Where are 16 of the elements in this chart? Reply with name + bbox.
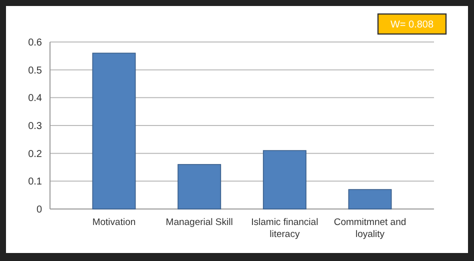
- x-tick-label: Commitmnet and loyality: [334, 217, 406, 240]
- bar: [178, 164, 222, 210]
- bar: [262, 150, 306, 210]
- y-tick-label: 0.6: [28, 38, 42, 48]
- bar: [348, 189, 392, 210]
- bar: [92, 52, 136, 210]
- x-tick-label: Motivation: [92, 217, 136, 228]
- x-tick-label: Managerial Skill: [166, 217, 233, 228]
- x-tick-label: Islamic financial literacy: [251, 217, 318, 240]
- y-tick-label: 0.5: [28, 65, 42, 76]
- y-tick-label: 0: [36, 204, 42, 216]
- text: W= 0.808: [390, 20, 434, 30]
- y-tick-label: 0.2: [28, 148, 42, 160]
- y-tick-label: 0.1: [28, 176, 42, 188]
- y-tick-label: 0.4: [28, 93, 42, 104]
- y-tick-label: 0.3: [28, 121, 42, 132]
